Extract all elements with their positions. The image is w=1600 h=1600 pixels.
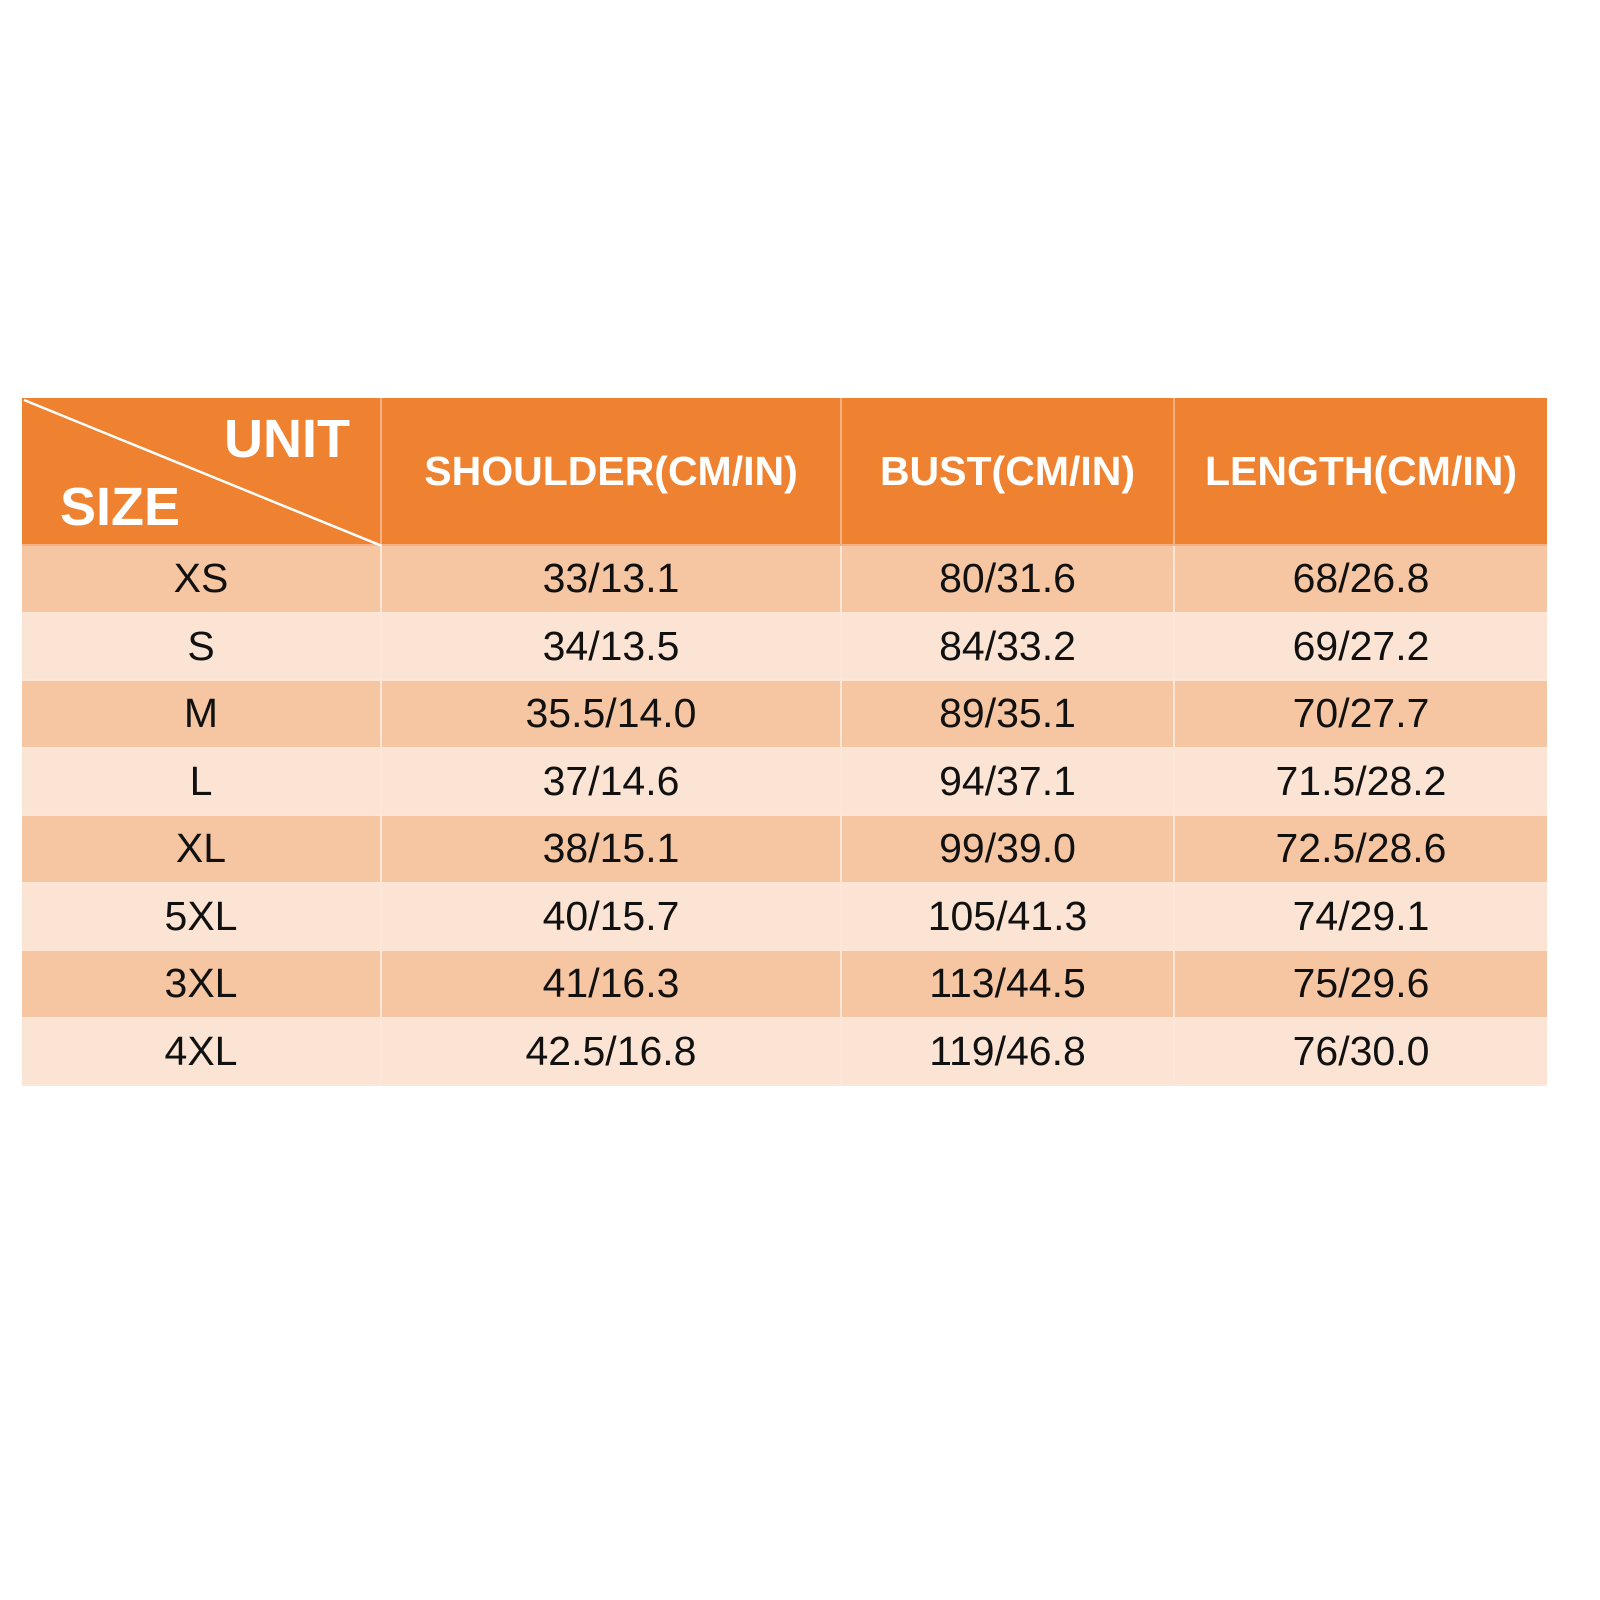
cell-bust: 84/33.2	[842, 613, 1175, 681]
unit-label: UNIT	[224, 409, 350, 469]
size-chart-table: UNIT SIZE SHOULDER(CM/IN) BUST(CM/IN) LE…	[22, 398, 1547, 1086]
cell-size: XS	[22, 546, 382, 614]
table-row: 4XL 42.5/16.8 119/46.8 76/30.0	[22, 1018, 1547, 1086]
table-row: XS 33/13.1 80/31.6 68/26.8	[22, 546, 1547, 614]
cell-size: M	[22, 681, 382, 749]
cell-shoulder: 41/16.3	[382, 951, 842, 1019]
table-row: XL 38/15.1 99/39.0 72.5/28.6	[22, 816, 1547, 884]
cell-length: 72.5/28.6	[1175, 816, 1547, 884]
column-header-bust: BUST(CM/IN)	[842, 398, 1175, 546]
cell-shoulder: 42.5/16.8	[382, 1018, 842, 1086]
cell-length: 75/29.6	[1175, 951, 1547, 1019]
cell-shoulder: 34/13.5	[382, 613, 842, 681]
table-row: L 37/14.6 94/37.1 71.5/28.2	[22, 748, 1547, 816]
table-row: S 34/13.5 84/33.2 69/27.2	[22, 613, 1547, 681]
cell-bust: 113/44.5	[842, 951, 1175, 1019]
cell-bust: 89/35.1	[842, 681, 1175, 749]
cell-size: 3XL	[22, 951, 382, 1019]
column-header-shoulder: SHOULDER(CM/IN)	[382, 398, 842, 546]
cell-length: 71.5/28.2	[1175, 748, 1547, 816]
column-header-length: LENGTH(CM/IN)	[1175, 398, 1547, 546]
cell-length: 76/30.0	[1175, 1018, 1547, 1086]
diagonal-divider	[23, 398, 382, 546]
header-row: UNIT SIZE SHOULDER(CM/IN) BUST(CM/IN) LE…	[22, 398, 1547, 546]
cell-bust: 94/37.1	[842, 748, 1175, 816]
cell-length: 70/27.7	[1175, 681, 1547, 749]
cell-shoulder: 38/15.1	[382, 816, 842, 884]
cell-size: 5XL	[22, 883, 382, 951]
cell-length: 69/27.2	[1175, 613, 1547, 681]
size-label: SIZE	[60, 477, 181, 537]
table-row: 5XL 40/15.7 105/41.3 74/29.1	[22, 883, 1547, 951]
cell-bust: 119/46.8	[842, 1018, 1175, 1086]
cell-size: 4XL	[22, 1018, 382, 1086]
cell-bust: 105/41.3	[842, 883, 1175, 951]
cell-size: L	[22, 748, 382, 816]
cell-shoulder: 33/13.1	[382, 546, 842, 614]
table-body: XS 33/13.1 80/31.6 68/26.8 S 34/13.5 84/33.2 69…	[22, 546, 1547, 1086]
cell-shoulder: 37/14.6	[382, 748, 842, 816]
cell-size: S	[22, 613, 382, 681]
cell-bust: 99/39.0	[842, 816, 1175, 884]
table-row: 3XL 41/16.3 113/44.5 75/29.6	[22, 951, 1547, 1019]
cell-shoulder: 35.5/14.0	[382, 681, 842, 749]
corner-header-cell: UNIT SIZE	[22, 398, 382, 546]
table-row: M 35.5/14.0 89/35.1 70/27.7	[22, 681, 1547, 749]
cell-bust: 80/31.6	[842, 546, 1175, 614]
cell-length: 68/26.8	[1175, 546, 1547, 614]
cell-shoulder: 40/15.7	[382, 883, 842, 951]
cell-length: 74/29.1	[1175, 883, 1547, 951]
cell-size: XL	[22, 816, 382, 884]
